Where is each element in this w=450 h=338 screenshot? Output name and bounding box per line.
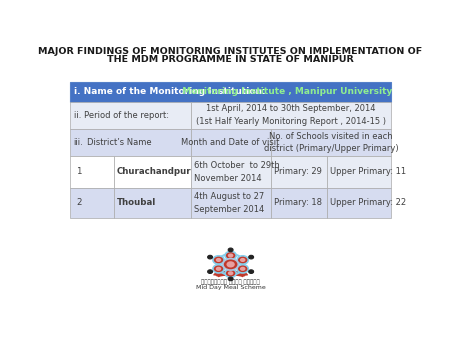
Circle shape (237, 265, 248, 273)
FancyBboxPatch shape (114, 188, 190, 218)
Circle shape (228, 248, 233, 252)
Circle shape (249, 255, 254, 259)
Text: Primary: 18: Primary: 18 (274, 198, 322, 207)
Circle shape (213, 265, 224, 273)
Text: 6th October  to 29th: 6th October to 29th (194, 161, 280, 170)
Text: i. Name of the Monitoring Institution:: i. Name of the Monitoring Institution: (74, 88, 266, 96)
Circle shape (223, 259, 238, 270)
Text: 2: 2 (76, 198, 82, 207)
Text: Thoubal: Thoubal (117, 198, 156, 207)
Text: 4th August to 27: 4th August to 27 (194, 192, 264, 200)
FancyBboxPatch shape (70, 82, 391, 102)
Circle shape (228, 277, 233, 281)
Text: Mid Day Meal Scheme: Mid Day Meal Scheme (196, 285, 266, 290)
Circle shape (240, 267, 246, 271)
Circle shape (237, 256, 248, 264)
Text: मध्याह्न भोजन योजना: मध्याह्न भोजन योजना (201, 279, 260, 285)
FancyBboxPatch shape (327, 188, 391, 218)
FancyBboxPatch shape (70, 156, 114, 188)
Circle shape (240, 258, 246, 262)
FancyBboxPatch shape (190, 156, 271, 188)
Text: 1: 1 (76, 168, 82, 176)
Circle shape (213, 256, 224, 264)
Text: Month and Date of visit: Month and Date of visit (181, 138, 280, 147)
Circle shape (226, 261, 235, 267)
Text: Upper Primary: 22: Upper Primary: 22 (330, 198, 406, 207)
Text: iii.: iii. (74, 138, 83, 147)
Circle shape (249, 270, 254, 273)
Text: Churachandpur: Churachandpur (117, 168, 191, 176)
Circle shape (228, 271, 234, 275)
FancyBboxPatch shape (271, 129, 391, 156)
Text: District’s Name: District’s Name (87, 138, 152, 147)
Text: November 2014: November 2014 (194, 174, 261, 183)
FancyBboxPatch shape (70, 102, 190, 129)
Text: ii. Period of the report:: ii. Period of the report: (74, 111, 169, 120)
Text: district (Primary/Upper Primary): district (Primary/Upper Primary) (264, 144, 398, 153)
Text: Primary: 29: Primary: 29 (274, 168, 322, 176)
Text: MAJOR FINDINGS OF MONITORING INSTITUTES ON IMPLEMENTATION OF: MAJOR FINDINGS OF MONITORING INSTITUTES … (39, 47, 423, 56)
FancyBboxPatch shape (327, 156, 391, 188)
FancyBboxPatch shape (190, 188, 271, 218)
Circle shape (207, 270, 212, 273)
FancyBboxPatch shape (190, 129, 271, 156)
Text: Monitoring Institute , Manipur University: Monitoring Institute , Manipur Universit… (176, 88, 392, 96)
Circle shape (228, 254, 234, 258)
Circle shape (225, 269, 236, 277)
FancyBboxPatch shape (190, 102, 391, 129)
Circle shape (207, 255, 212, 259)
Circle shape (216, 258, 221, 262)
FancyBboxPatch shape (70, 188, 114, 218)
FancyBboxPatch shape (70, 129, 190, 156)
Text: Upper Primary: 11: Upper Primary: 11 (330, 168, 406, 176)
FancyBboxPatch shape (271, 188, 327, 218)
Text: September 2014: September 2014 (194, 204, 264, 214)
Text: No. of Schools visited in each: No. of Schools visited in each (269, 132, 393, 142)
Text: 1st April, 2014 to 30th September, 2014: 1st April, 2014 to 30th September, 2014 (206, 104, 376, 113)
Circle shape (225, 251, 236, 260)
FancyBboxPatch shape (271, 156, 327, 188)
Text: THE MDM PROGRAMME IN STATE OF MANIPUR: THE MDM PROGRAMME IN STATE OF MANIPUR (107, 55, 354, 64)
FancyBboxPatch shape (114, 156, 190, 188)
Circle shape (216, 267, 221, 271)
Text: (1st Half Yearly Monitoring Report , 2014-15 ): (1st Half Yearly Monitoring Report , 201… (196, 117, 386, 126)
